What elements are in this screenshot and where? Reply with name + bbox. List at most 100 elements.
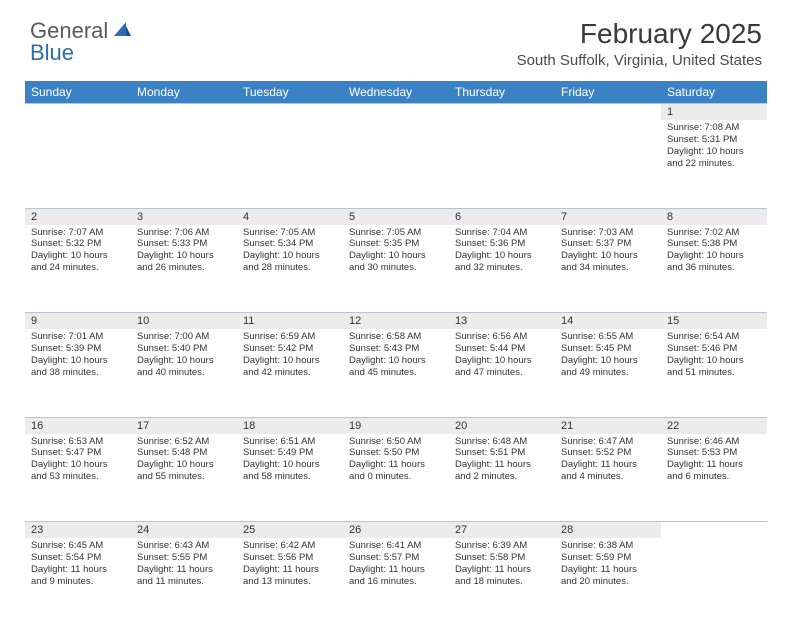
day-number: 18 xyxy=(237,418,343,434)
sunset: Sunset: 5:55 PM xyxy=(137,552,231,564)
sunset: Sunset: 5:32 PM xyxy=(31,238,125,250)
sunset: Sunset: 5:42 PM xyxy=(243,343,337,355)
day-cell xyxy=(25,120,131,208)
daylight: Daylight: 10 hours and 22 minutes. xyxy=(667,146,761,170)
logo-line2: Blue xyxy=(30,40,74,66)
daynum-cell: 8 xyxy=(661,208,767,225)
daynum-cell: 20 xyxy=(449,417,555,434)
day-details: Sunrise: 7:02 AMSunset: 5:38 PMDaylight:… xyxy=(661,225,767,279)
daylight: Daylight: 10 hours and 34 minutes. xyxy=(561,250,655,274)
day-number: 25 xyxy=(237,522,343,538)
sunrise: Sunrise: 6:53 AM xyxy=(31,436,125,448)
daylight: Daylight: 11 hours and 0 minutes. xyxy=(349,459,443,483)
day-cell: Sunrise: 6:38 AMSunset: 5:59 PMDaylight:… xyxy=(555,538,661,626)
day-cell: Sunrise: 6:54 AMSunset: 5:46 PMDaylight:… xyxy=(661,329,767,417)
sunset: Sunset: 5:47 PM xyxy=(31,447,125,459)
day-number: 26 xyxy=(343,522,449,538)
day-details: Sunrise: 6:59 AMSunset: 5:42 PMDaylight:… xyxy=(237,329,343,383)
daylight: Daylight: 11 hours and 18 minutes. xyxy=(455,564,549,588)
daynum-cell: 7 xyxy=(555,208,661,225)
day-number: 16 xyxy=(25,418,131,434)
day-header: Thursday xyxy=(449,81,555,104)
day-cell: Sunrise: 7:03 AMSunset: 5:37 PMDaylight:… xyxy=(555,225,661,313)
day-details: Sunrise: 6:56 AMSunset: 5:44 PMDaylight:… xyxy=(449,329,555,383)
day-cell: Sunrise: 6:51 AMSunset: 5:49 PMDaylight:… xyxy=(237,434,343,522)
day-cell: Sunrise: 6:56 AMSunset: 5:44 PMDaylight:… xyxy=(449,329,555,417)
day-details: Sunrise: 6:51 AMSunset: 5:49 PMDaylight:… xyxy=(237,434,343,488)
day-details: Sunrise: 6:52 AMSunset: 5:48 PMDaylight:… xyxy=(131,434,237,488)
day-cell: Sunrise: 6:43 AMSunset: 5:55 PMDaylight:… xyxy=(131,538,237,626)
day-cell: Sunrise: 6:42 AMSunset: 5:56 PMDaylight:… xyxy=(237,538,343,626)
title-block: February 2025 South Suffolk, Virginia, U… xyxy=(517,18,762,69)
day-cell: Sunrise: 7:07 AMSunset: 5:32 PMDaylight:… xyxy=(25,225,131,313)
daynum-row: 9101112131415 xyxy=(25,313,767,330)
daynum-cell: 3 xyxy=(131,208,237,225)
day-details: Sunrise: 7:05 AMSunset: 5:34 PMDaylight:… xyxy=(237,225,343,279)
sunset: Sunset: 5:56 PM xyxy=(243,552,337,564)
daylight: Daylight: 10 hours and 26 minutes. xyxy=(137,250,231,274)
sunrise: Sunrise: 7:02 AM xyxy=(667,227,761,239)
sunset: Sunset: 5:49 PM xyxy=(243,447,337,459)
day-header: Friday xyxy=(555,81,661,104)
sunrise: Sunrise: 6:48 AM xyxy=(455,436,549,448)
day-details: Sunrise: 6:55 AMSunset: 5:45 PMDaylight:… xyxy=(555,329,661,383)
day-details xyxy=(449,120,555,126)
daynum-cell xyxy=(131,104,237,121)
day-details: Sunrise: 7:04 AMSunset: 5:36 PMDaylight:… xyxy=(449,225,555,279)
daynum-cell: 24 xyxy=(131,522,237,539)
sunset: Sunset: 5:57 PM xyxy=(349,552,443,564)
day-details: Sunrise: 7:03 AMSunset: 5:37 PMDaylight:… xyxy=(555,225,661,279)
day-details xyxy=(131,120,237,126)
sunset: Sunset: 5:45 PM xyxy=(561,343,655,355)
sunrise: Sunrise: 7:05 AM xyxy=(243,227,337,239)
month-title: February 2025 xyxy=(517,18,762,50)
sunrise: Sunrise: 6:54 AM xyxy=(667,331,761,343)
day-header-row: Sunday Monday Tuesday Wednesday Thursday… xyxy=(25,81,767,104)
sunrise: Sunrise: 6:45 AM xyxy=(31,540,125,552)
day-cell: Sunrise: 7:02 AMSunset: 5:38 PMDaylight:… xyxy=(661,225,767,313)
day-cell: Sunrise: 6:46 AMSunset: 5:53 PMDaylight:… xyxy=(661,434,767,522)
sunset: Sunset: 5:38 PM xyxy=(667,238,761,250)
sunrise: Sunrise: 7:00 AM xyxy=(137,331,231,343)
daynum-cell: 16 xyxy=(25,417,131,434)
day-cell: Sunrise: 6:59 AMSunset: 5:42 PMDaylight:… xyxy=(237,329,343,417)
day-cell: Sunrise: 7:08 AMSunset: 5:31 PMDaylight:… xyxy=(661,120,767,208)
day-number: 15 xyxy=(661,313,767,329)
sunrise: Sunrise: 6:43 AM xyxy=(137,540,231,552)
day-number: 6 xyxy=(449,209,555,225)
day-number: 14 xyxy=(555,313,661,329)
daylight: Daylight: 10 hours and 51 minutes. xyxy=(667,355,761,379)
sunrise: Sunrise: 7:01 AM xyxy=(31,331,125,343)
sunset: Sunset: 5:37 PM xyxy=(561,238,655,250)
day-cell: Sunrise: 6:48 AMSunset: 5:51 PMDaylight:… xyxy=(449,434,555,522)
sunset: Sunset: 5:40 PM xyxy=(137,343,231,355)
sunset: Sunset: 5:58 PM xyxy=(455,552,549,564)
day-header: Monday xyxy=(131,81,237,104)
day-number: 2 xyxy=(25,209,131,225)
daylight: Daylight: 11 hours and 13 minutes. xyxy=(243,564,337,588)
day-cell xyxy=(343,120,449,208)
daylight: Daylight: 10 hours and 49 minutes. xyxy=(561,355,655,379)
daynum-cell: 15 xyxy=(661,313,767,330)
day-number: 5 xyxy=(343,209,449,225)
day-cell: Sunrise: 6:47 AMSunset: 5:52 PMDaylight:… xyxy=(555,434,661,522)
sunset: Sunset: 5:34 PM xyxy=(243,238,337,250)
sunset: Sunset: 5:51 PM xyxy=(455,447,549,459)
logo-sail-icon xyxy=(112,20,132,43)
day-details: Sunrise: 6:41 AMSunset: 5:57 PMDaylight:… xyxy=(343,538,449,592)
day-details: Sunrise: 7:07 AMSunset: 5:32 PMDaylight:… xyxy=(25,225,131,279)
day-number: 13 xyxy=(449,313,555,329)
sunset: Sunset: 5:50 PM xyxy=(349,447,443,459)
day-details xyxy=(555,120,661,126)
daynum-cell xyxy=(25,104,131,121)
daylight: Daylight: 10 hours and 32 minutes. xyxy=(455,250,549,274)
daynum-cell: 5 xyxy=(343,208,449,225)
day-number: 19 xyxy=(343,418,449,434)
sunrise: Sunrise: 7:03 AM xyxy=(561,227,655,239)
day-number: 10 xyxy=(131,313,237,329)
day-cell: Sunrise: 6:53 AMSunset: 5:47 PMDaylight:… xyxy=(25,434,131,522)
sunrise: Sunrise: 6:47 AM xyxy=(561,436,655,448)
sunrise: Sunrise: 6:39 AM xyxy=(455,540,549,552)
sunrise: Sunrise: 7:07 AM xyxy=(31,227,125,239)
daynum-cell: 12 xyxy=(343,313,449,330)
